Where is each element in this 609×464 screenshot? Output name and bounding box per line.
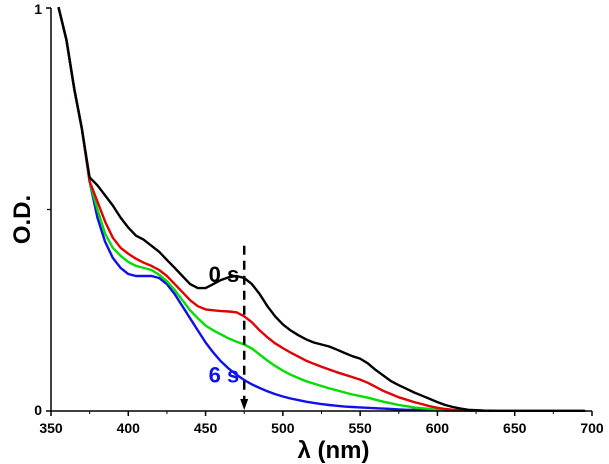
direction-arrow-head xyxy=(240,399,249,410)
y-axis-title: O.D. xyxy=(9,195,36,244)
x-tick-label-700: 700 xyxy=(580,420,604,436)
x-tick-label-650: 650 xyxy=(503,420,527,436)
x-tick-label-400: 400 xyxy=(117,420,141,436)
annotation-6s-label: 6 s xyxy=(209,363,240,388)
series-line-1 xyxy=(57,7,586,412)
x-tick-label-450: 450 xyxy=(194,420,218,436)
x-tick-label-500: 500 xyxy=(271,420,295,436)
y-tick-label-0: 0 xyxy=(34,402,42,418)
x-tick-label-350: 350 xyxy=(39,420,63,436)
x-axis-title: λ (nm) xyxy=(298,437,370,464)
axes: 350 400 450 500 550 600 650 700 0 1 xyxy=(34,1,604,436)
annotation-0s-label: 0 s xyxy=(209,262,240,287)
y-tick-label-1: 1 xyxy=(34,1,42,17)
series-line-0 xyxy=(57,7,586,412)
plot-area xyxy=(57,7,586,412)
x-tick-label-600: 600 xyxy=(426,420,450,436)
series-line-2 xyxy=(57,7,586,412)
annotations: 0 s 6 s xyxy=(209,262,240,388)
x-tick-label-550: 550 xyxy=(348,420,372,436)
series-line-3 xyxy=(57,7,586,412)
